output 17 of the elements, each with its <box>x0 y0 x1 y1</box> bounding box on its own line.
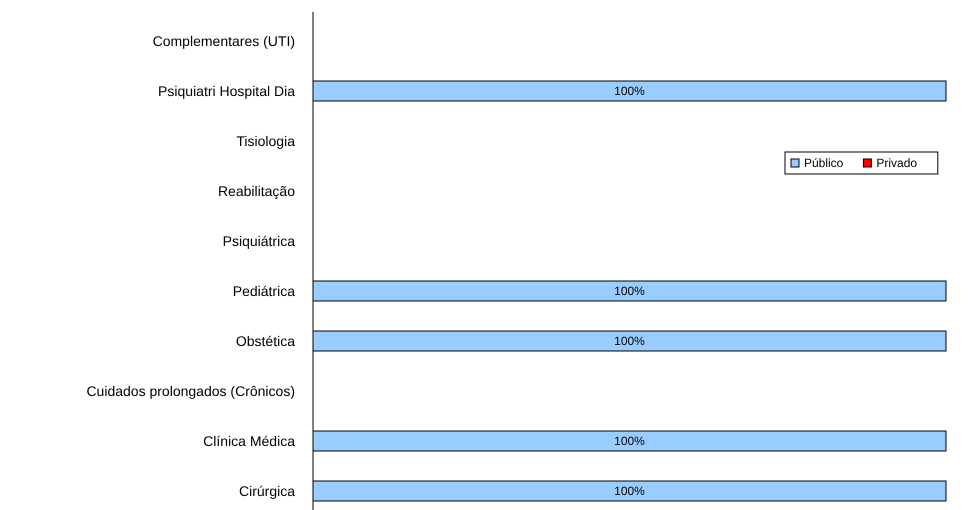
y-tick-label: Clínica Médica <box>203 432 296 449</box>
y-tick-label: Cirúrgica <box>238 482 296 499</box>
y-tick-label: Psiquiatri Hospital Dia <box>158 82 296 99</box>
y-tick-label: Obstética <box>236 332 296 349</box>
y-tick-label: Pediátrica <box>232 282 296 299</box>
data-label: 100% <box>614 484 646 498</box>
y-tick-label: Complementares (UTI) <box>152 32 295 49</box>
y-tick-label: Cuidados prolongados (Crônicos) <box>86 382 295 399</box>
data-label: 100% <box>614 84 646 98</box>
data-label: 100% <box>614 334 646 348</box>
y-tick-label: Psiquiátrica <box>222 232 296 249</box>
y-tick-label: Reabilitação <box>218 182 296 199</box>
legend-label: Público <box>804 156 844 170</box>
data-label: 100% <box>614 284 646 298</box>
legend-label: Privado <box>876 156 918 170</box>
data-label: 100% <box>614 434 646 448</box>
y-tick-label: Tisiologia <box>236 132 296 149</box>
